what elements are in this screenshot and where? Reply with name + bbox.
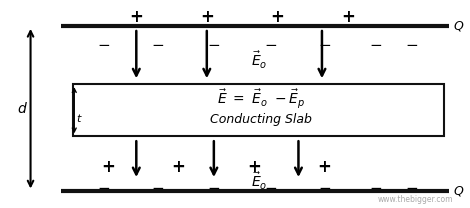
Text: t: t (77, 114, 81, 124)
Text: $-$: $-$ (97, 179, 110, 194)
Text: Q: Q (454, 20, 463, 32)
Text: Q: Q (454, 185, 463, 198)
Text: +: + (247, 158, 261, 176)
Text: +: + (172, 158, 186, 176)
Text: d: d (17, 102, 26, 116)
Bar (73, 84, 444, 136)
Text: $-$: $-$ (264, 36, 277, 51)
Text: www.thebigger.com: www.thebigger.com (378, 195, 454, 204)
Text: Conducting Slab: Conducting Slab (210, 113, 312, 126)
Text: $\vec{E}_o$: $\vec{E}_o$ (251, 171, 268, 192)
Text: +: + (341, 8, 355, 26)
Text: +: + (129, 8, 143, 26)
Text: $-$: $-$ (318, 179, 331, 194)
Text: +: + (200, 8, 214, 26)
Text: $-$: $-$ (151, 36, 164, 51)
Text: $-$: $-$ (207, 179, 220, 194)
Text: $-$: $-$ (318, 36, 331, 51)
Text: $-$: $-$ (369, 179, 383, 194)
Text: $-$: $-$ (264, 179, 277, 194)
Text: +: + (270, 8, 284, 26)
Text: $-$: $-$ (405, 179, 418, 194)
Text: $-$: $-$ (97, 36, 110, 51)
Text: $\vec{E}_o$: $\vec{E}_o$ (251, 50, 268, 71)
Text: $-$: $-$ (207, 36, 220, 51)
Text: $-$: $-$ (151, 179, 164, 194)
Text: $-$: $-$ (405, 36, 418, 51)
Text: $\vec{E}\ =\ \vec{E}_o\ -\vec{E}_p$: $\vec{E}\ =\ \vec{E}_o\ -\vec{E}_p$ (217, 87, 305, 110)
Text: +: + (317, 158, 331, 176)
Text: +: + (101, 158, 115, 176)
Text: $-$: $-$ (369, 36, 383, 51)
